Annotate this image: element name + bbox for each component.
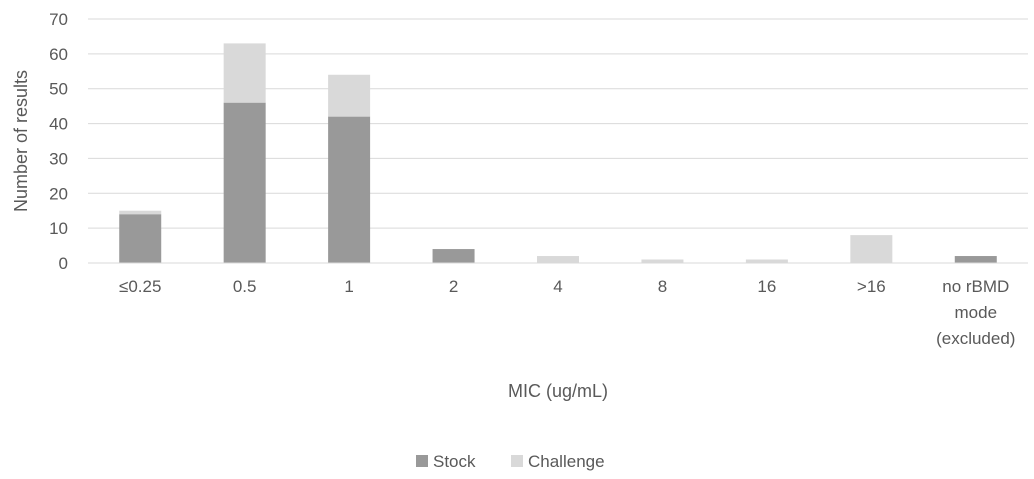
bar-stock-8	[954, 256, 997, 263]
y-tick-label: 50	[49, 80, 68, 99]
bar-stock-0	[119, 214, 162, 263]
legend-label-stock: Stock	[433, 452, 476, 471]
bar-stock-2	[328, 116, 371, 263]
bar-stock-3	[432, 249, 475, 263]
bar-challenge-1	[223, 43, 266, 103]
bar-challenge-0	[119, 210, 162, 215]
y-tick-label: 10	[49, 219, 68, 238]
bars	[119, 43, 997, 264]
x-tick-label: ≤0.25	[119, 277, 161, 296]
x-tick-label: >16	[857, 277, 886, 296]
legend-swatch-stock	[416, 455, 428, 467]
x-tick-label: 0.5	[233, 277, 257, 296]
x-tick-label: (excluded)	[936, 329, 1015, 348]
bar-challenge-7	[850, 235, 893, 263]
x-tick-label: 1	[344, 277, 353, 296]
legend: Stock Challenge	[416, 452, 605, 471]
bar-challenge-6	[745, 259, 788, 263]
y-axis-ticks: 0 10 20 30 40 50 60 70	[49, 10, 68, 273]
x-tick-label: 8	[658, 277, 667, 296]
y-tick-label: 40	[49, 115, 68, 134]
y-tick-label: 0	[59, 254, 68, 273]
bar-challenge-2	[328, 74, 371, 117]
x-tick-label: mode	[955, 303, 998, 322]
legend-swatch-challenge	[511, 455, 523, 467]
x-axis-title: MIC (ug/mL)	[508, 381, 608, 401]
y-tick-label: 30	[49, 149, 68, 168]
x-tick-label: 2	[449, 277, 458, 296]
y-axis-title: Number of results	[11, 70, 31, 212]
y-tick-label: 70	[49, 10, 68, 29]
x-axis-ticks: ≤0.25 0.5 1 2 4 8 16 >16 no rBMD mode (excluded)	[119, 277, 1015, 348]
bar-stock-1	[223, 102, 266, 264]
legend-label-challenge: Challenge	[528, 452, 605, 471]
x-tick-label: no rBMD	[942, 277, 1009, 296]
bar-challenge-4	[537, 256, 579, 263]
x-tick-label: 4	[553, 277, 562, 296]
x-tick-label: 16	[757, 277, 776, 296]
y-tick-label: 20	[49, 184, 68, 203]
y-tick-label: 60	[49, 45, 68, 64]
bar-challenge-5	[641, 259, 684, 263]
